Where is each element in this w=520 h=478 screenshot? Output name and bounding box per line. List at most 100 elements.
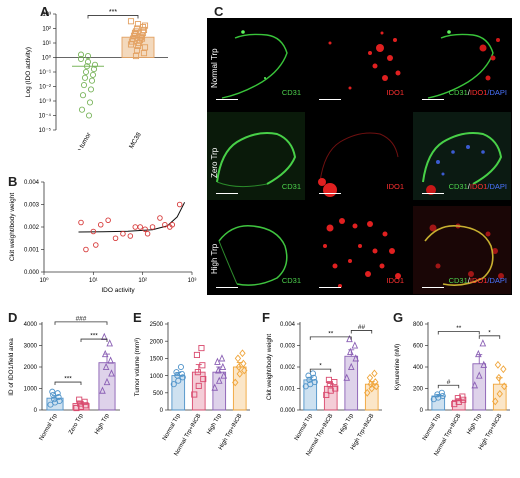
- data-point: [77, 55, 85, 63]
- significance-bracket: [437, 384, 460, 389]
- y-tick-label: 0.001: [24, 248, 40, 254]
- data-point: [97, 222, 104, 228]
- label-cd31: CD31: [281, 276, 301, 285]
- data-point: [142, 226, 148, 233]
- label-merge: CD31/IDO1/DAPI: [449, 276, 507, 285]
- data-point: [500, 365, 507, 374]
- scale-bar: [216, 192, 238, 194]
- data-point: [131, 29, 139, 36]
- data-point: [309, 370, 317, 377]
- significance-label: *: [488, 329, 491, 336]
- y-tick-label: 1000: [150, 374, 164, 380]
- y-tick-label: 2500: [150, 322, 164, 328]
- chart-a-ido-activity: 10⁻⁵ 10⁻⁴ 10⁻³ 10⁻² 10⁻¹ 10⁰ 10¹ 10² 10³ Log (IDO…: [25, 9, 168, 150]
- data-point: [137, 224, 143, 230]
- data-point: [495, 373, 503, 382]
- data-point: [198, 345, 205, 352]
- data-point: [138, 35, 146, 42]
- data-point: [494, 360, 502, 369]
- y-axis-label: Ckit weight/body weight: [9, 193, 16, 261]
- significance-bracket: [478, 335, 501, 339]
- data-point: [501, 382, 508, 391]
- data-point: [496, 389, 503, 398]
- data-point: [78, 219, 84, 226]
- y-tick-label: 1500: [150, 357, 164, 363]
- data-point: [101, 349, 109, 358]
- significance-label: *: [319, 363, 322, 370]
- data-point: [471, 381, 479, 389]
- data-point: [191, 391, 198, 398]
- micro-tile-high-ido1: IDO1: [310, 206, 408, 294]
- data-point: [211, 383, 219, 391]
- y-tick-label: 0.000: [280, 408, 296, 414]
- panel-letter-c: C: [214, 4, 224, 19]
- label-merge-ido1: IDO1: [469, 182, 488, 191]
- data-point: [132, 53, 140, 60]
- scale-bar: [422, 286, 444, 288]
- data-point: [367, 380, 375, 389]
- data-point: [89, 71, 97, 78]
- data-point: [93, 242, 99, 248]
- data-point: [141, 22, 149, 29]
- bar: [98, 362, 116, 411]
- x-tick-label: High Trp: [338, 412, 355, 435]
- data-point: [368, 384, 375, 393]
- significance-bracket: [80, 338, 108, 343]
- significance-bracket: [54, 381, 82, 386]
- micro-image-high-cd31: [218, 225, 288, 286]
- y-tick-label: 10⁰: [42, 55, 52, 62]
- micro-tile-normal-merge: CD31/IDO1/DAPI: [413, 18, 511, 106]
- scale-bar: [422, 98, 444, 100]
- data-point: [178, 370, 185, 377]
- data-point: [346, 334, 353, 343]
- data-point: [56, 397, 63, 405]
- data-point: [132, 224, 139, 230]
- data-point: [102, 362, 110, 371]
- data-point: [373, 382, 380, 391]
- x-tick-label: 10²: [138, 278, 147, 284]
- x-tick-label: Normal Trp: [39, 412, 59, 441]
- data-point: [91, 61, 99, 68]
- chart-d-ido1-area: 0 1000 2000 3000 4000 ID of IDO1/field area No…: [8, 315, 120, 442]
- row-label-zero-trp: Zero Trp: [210, 147, 219, 178]
- data-point: [372, 378, 379, 386]
- data-point: [77, 400, 84, 407]
- data-point: [475, 371, 483, 379]
- y-tick-label: 0.001: [280, 387, 296, 393]
- bar: [323, 385, 338, 411]
- data-point: [311, 379, 318, 386]
- y-tick-label: 0.003: [280, 344, 296, 350]
- label-merge-dapi: DAPI: [489, 276, 507, 285]
- panel-letter-d: D: [8, 310, 18, 325]
- data-point: [438, 389, 445, 396]
- data-point: [133, 47, 141, 54]
- y-tick-label: 10⁻⁴: [39, 113, 52, 120]
- data-point: [55, 394, 62, 401]
- label-cd31: CD31: [281, 88, 301, 97]
- data-point: [85, 112, 93, 119]
- micro-tile-zero-cd31: CD31: [207, 112, 305, 200]
- label-merge-slash-2: /: [487, 276, 490, 285]
- data-point: [90, 66, 98, 73]
- data-point: [218, 354, 226, 362]
- x-tick-label: Normal Trp: [422, 412, 442, 441]
- data-point: [236, 369, 243, 378]
- label-merge-ido1: IDO1: [469, 88, 488, 97]
- microscopy-grid: CD31 IDO1 CD31/IDO1/DAPI CD31 IDO1 CD31/…: [207, 18, 512, 295]
- data-point: [177, 363, 185, 371]
- label-merge-cd31: CD31: [448, 182, 468, 191]
- data-point: [107, 356, 114, 364]
- x-tick-label: High Trp: [466, 412, 483, 435]
- data-point: [325, 376, 332, 383]
- label-cd31: CD31: [281, 182, 301, 191]
- row-label-high-trp: High Trp: [210, 243, 219, 274]
- data-point: [215, 366, 222, 374]
- label-merge-dapi: DAPI: [489, 88, 507, 97]
- micro-tile-zero-ido1: IDO1: [310, 112, 408, 200]
- y-tick-label: 10⁻³: [39, 99, 51, 105]
- y-tick-label: 3000: [24, 344, 38, 350]
- label-merge-dapi: DAPI: [489, 182, 507, 191]
- micro-tile-high-merge: CD31/IDO1/DAPI: [413, 206, 511, 294]
- significance-label: **: [456, 325, 462, 332]
- data-point: [232, 378, 239, 387]
